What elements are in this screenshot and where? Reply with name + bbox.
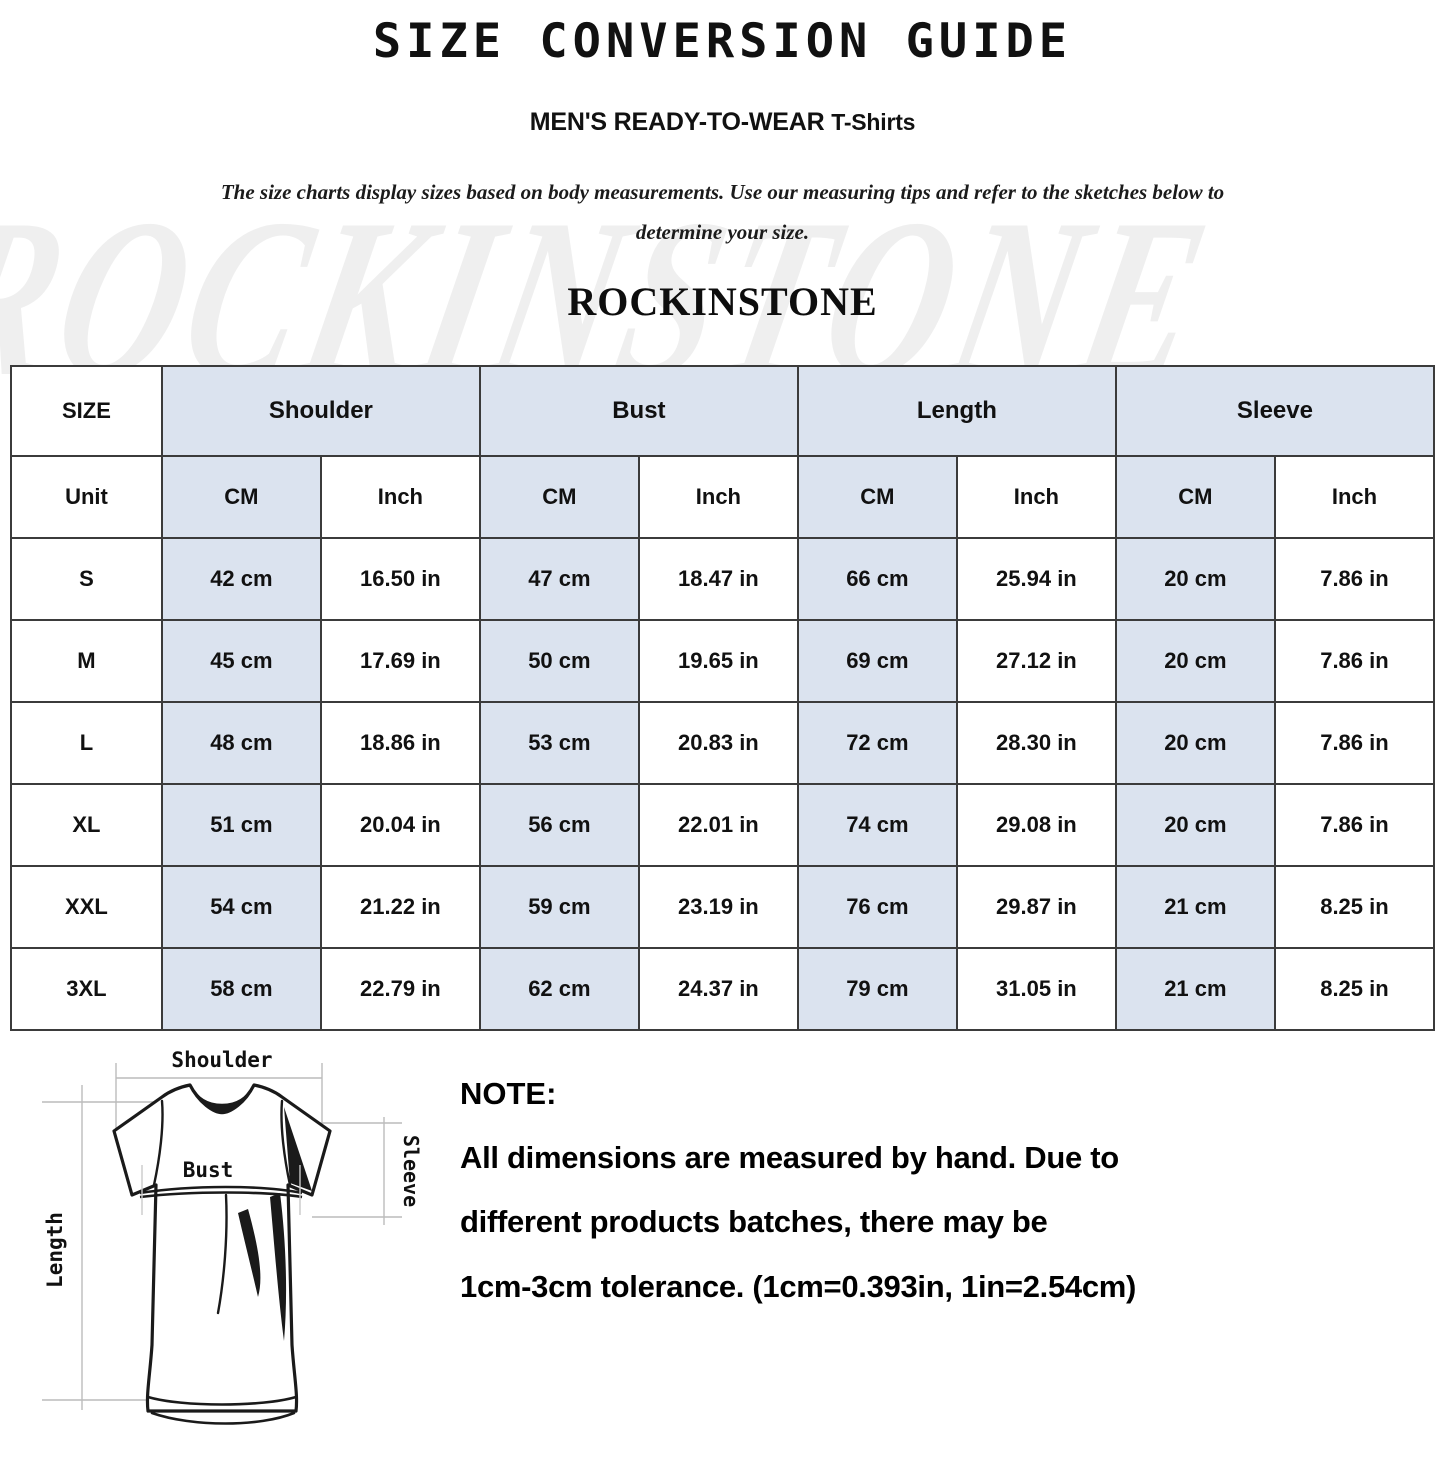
cell-sleeve-cm: 20 cm <box>1114 701 1276 786</box>
cell-bust-cm: 56 cm <box>478 783 640 868</box>
cell-size: 3XL <box>10 947 163 1032</box>
cell-shoulder-cm: 58 cm <box>160 947 322 1032</box>
diagram-length-label: Length <box>43 1213 67 1289</box>
tshirt-measurement-diagram: Shoulder Bust Length Sleeve <box>12 1045 432 1435</box>
size-table-wrap: SIZE Shoulder Bust Length Sleeve Unit CM… <box>10 365 1436 1032</box>
header-unit-length-inch: Inch <box>955 455 1117 540</box>
table-row: M 45 cm 17.69 in 50 cm 19.65 in 69 cm 27… <box>10 619 1436 704</box>
page-title: SIZE CONVERSION GUIDE <box>372 14 1073 69</box>
cell-shoulder-cm: 42 cm <box>160 537 322 622</box>
note-block: NOTE: All dimensions are measured by han… <box>432 1045 1445 1306</box>
cell-length-cm: 69 cm <box>796 619 958 704</box>
cell-length-cm: 76 cm <box>796 865 958 950</box>
cell-length-cm: 72 cm <box>796 701 958 786</box>
table-row: 3XL 58 cm 22.79 in 62 cm 24.37 in 79 cm … <box>10 947 1436 1032</box>
table-unit-header-row: Unit CM Inch CM Inch CM Inch CM Inch <box>10 455 1436 540</box>
size-conversion-table: SIZE Shoulder Bust Length Sleeve Unit CM… <box>10 365 1436 1032</box>
cell-sleeve-cm: 21 cm <box>1114 947 1276 1032</box>
header-group-bust: Bust <box>478 365 799 458</box>
cell-length-cm: 79 cm <box>796 947 958 1032</box>
cell-sleeve-inch: 7.86 in <box>1273 701 1436 786</box>
cell-shoulder-cm: 48 cm <box>160 701 322 786</box>
header-unit-bust-inch: Inch <box>637 455 799 540</box>
header-unit: Unit <box>10 455 163 540</box>
intro-paragraph: The size charts display sizes based on b… <box>220 179 1225 244</box>
cell-shoulder-cm: 51 cm <box>160 783 322 868</box>
cell-size: M <box>10 619 163 704</box>
cell-sleeve-inch: 7.86 in <box>1273 783 1436 868</box>
cell-size: S <box>10 537 163 622</box>
diagram-bust-label: Bust <box>183 1158 234 1182</box>
cell-bust-cm: 50 cm <box>478 619 640 704</box>
cell-bust-inch: 18.47 in <box>637 537 799 622</box>
cell-bust-cm: 62 cm <box>478 947 640 1032</box>
cell-size: XL <box>10 783 163 868</box>
header-unit-sleeve-cm: CM <box>1114 455 1276 540</box>
header-unit-bust-cm: CM <box>478 455 640 540</box>
cell-sleeve-cm: 20 cm <box>1114 619 1276 704</box>
table-group-header-row: SIZE Shoulder Bust Length Sleeve <box>10 365 1436 458</box>
cell-sleeve-inch: 7.86 in <box>1273 537 1436 622</box>
header-unit-shoulder-cm: CM <box>160 455 322 540</box>
table-row: XXL 54 cm 21.22 in 59 cm 23.19 in 76 cm … <box>10 865 1436 950</box>
cell-sleeve-cm: 20 cm <box>1114 537 1276 622</box>
size-guide-page: SIZE CONVERSION GUIDE MEN'S READY-TO-WEA… <box>0 16 1445 1435</box>
header-group-sleeve: Sleeve <box>1114 365 1436 458</box>
bottom-section: Shoulder Bust Length Sleeve NOTE: All di… <box>0 1045 1445 1435</box>
note-line-1: All dimensions are measured by hand. Due… <box>460 1139 1119 1175</box>
cell-shoulder-cm: 54 cm <box>160 865 322 950</box>
cell-length-inch: 25.94 in <box>955 537 1117 622</box>
cell-bust-inch: 23.19 in <box>637 865 799 950</box>
cell-sleeve-inch: 8.25 in <box>1273 865 1436 950</box>
cell-size: XXL <box>10 865 163 950</box>
cell-sleeve-inch: 7.86 in <box>1273 619 1436 704</box>
cell-shoulder-inch: 16.50 in <box>319 537 481 622</box>
cell-length-inch: 29.87 in <box>955 865 1117 950</box>
header-size: SIZE <box>10 365 163 458</box>
header-group-length: Length <box>796 365 1117 458</box>
header-unit-shoulder-inch: Inch <box>319 455 481 540</box>
diagram-shoulder-label: Shoulder <box>171 1048 272 1072</box>
cell-shoulder-inch: 21.22 in <box>319 865 481 950</box>
cell-shoulder-inch: 17.69 in <box>319 619 481 704</box>
cell-shoulder-cm: 45 cm <box>160 619 322 704</box>
cell-length-cm: 66 cm <box>796 537 958 622</box>
subtitle-main: MEN'S READY-TO-WEAR <box>529 107 832 136</box>
cell-bust-inch: 19.65 in <box>637 619 799 704</box>
subtitle-accent: T-Shirts <box>831 108 916 135</box>
cell-bust-cm: 53 cm <box>478 701 640 786</box>
cell-sleeve-cm: 21 cm <box>1114 865 1276 950</box>
table-row: XL 51 cm 20.04 in 56 cm 22.01 in 74 cm 2… <box>10 783 1436 868</box>
cell-bust-cm: 59 cm <box>478 865 640 950</box>
cell-bust-inch: 24.37 in <box>637 947 799 1032</box>
brand-name: ROCKINSTONE <box>567 279 878 325</box>
cell-length-inch: 27.12 in <box>955 619 1117 704</box>
cell-shoulder-inch: 20.04 in <box>319 783 481 868</box>
cell-bust-cm: 47 cm <box>478 537 640 622</box>
cell-shoulder-inch: 22.79 in <box>319 947 481 1032</box>
header-unit-sleeve-inch: Inch <box>1273 455 1436 540</box>
cell-size: L <box>10 701 163 786</box>
cell-length-cm: 74 cm <box>796 783 958 868</box>
cell-length-inch: 29.08 in <box>955 783 1117 868</box>
note-line-3: 1cm-3cm tolerance. (1cm=0.393in, 1in=2.5… <box>460 1269 1137 1305</box>
note-title: NOTE: <box>460 1076 557 1112</box>
cell-bust-inch: 22.01 in <box>637 783 799 868</box>
cell-bust-inch: 20.83 in <box>637 701 799 786</box>
page-subtitle: MEN'S READY-TO-WEAR T-Shirts <box>0 108 1445 137</box>
table-row: S 42 cm 16.50 in 47 cm 18.47 in 66 cm 25… <box>10 537 1436 622</box>
cell-length-inch: 31.05 in <box>955 947 1117 1032</box>
cell-sleeve-inch: 8.25 in <box>1273 947 1436 1032</box>
note-line-2: different products batches, there may be <box>460 1204 1048 1240</box>
diagram-sleeve-label: Sleeve <box>399 1135 423 1207</box>
header-unit-length-cm: CM <box>796 455 958 540</box>
header-group-shoulder: Shoulder <box>160 365 481 458</box>
cell-shoulder-inch: 18.86 in <box>319 701 481 786</box>
cell-length-inch: 28.30 in <box>955 701 1117 786</box>
table-row: L 48 cm 18.86 in 53 cm 20.83 in 72 cm 28… <box>10 701 1436 786</box>
cell-sleeve-cm: 20 cm <box>1114 783 1276 868</box>
